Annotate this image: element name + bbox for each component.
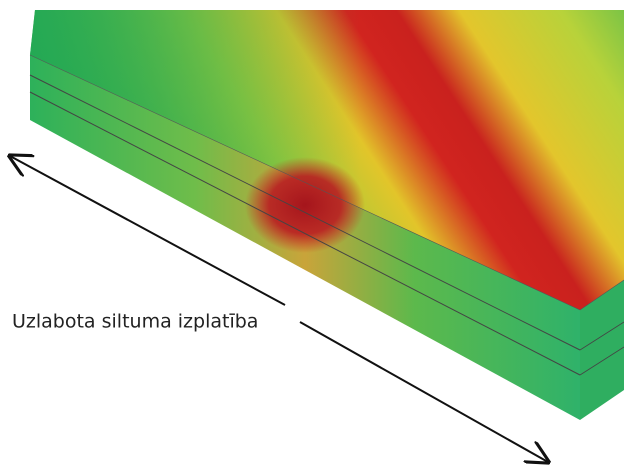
arrow — [299, 321, 548, 462]
layer-line — [579, 346, 624, 376]
layer-line — [579, 321, 624, 351]
edge-line — [29, 54, 581, 311]
arrow — [10, 156, 286, 306]
slab-top-shade — [30, 10, 624, 310]
hotspot — [245, 157, 365, 253]
layer-line — [29, 74, 581, 351]
edge-line — [579, 279, 624, 311]
layer-line — [29, 91, 581, 376]
slab-side — [580, 280, 624, 420]
label: Uzlabota siltuma izplatība — [12, 311, 258, 333]
